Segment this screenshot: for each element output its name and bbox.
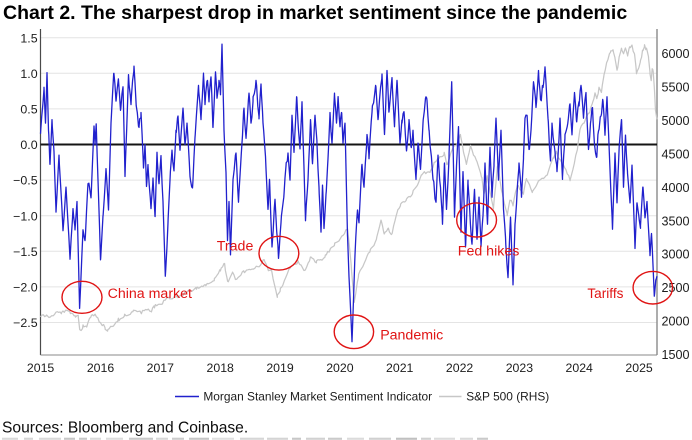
svg-text:2023: 2023 (506, 361, 534, 375)
svg-text:3000: 3000 (662, 248, 690, 262)
svg-text:2019: 2019 (266, 361, 294, 375)
svg-text:2018: 2018 (207, 361, 235, 375)
svg-text:Sources: Bloomberg and Coinbas: Sources: Bloomberg and Coinbase. (2, 420, 248, 437)
svg-text:Fed hikes: Fed hikes (458, 243, 520, 259)
svg-text:5500: 5500 (662, 81, 690, 95)
svg-text:Pandemic: Pandemic (380, 328, 443, 344)
svg-text:China market: China market (108, 286, 192, 302)
svg-text:Trade: Trade (217, 239, 254, 255)
svg-text:2021: 2021 (386, 361, 414, 375)
svg-text:2016: 2016 (87, 361, 115, 375)
svg-text:2022: 2022 (446, 361, 474, 375)
svg-text:5000: 5000 (662, 114, 690, 128)
svg-text:0.0: 0.0 (20, 138, 37, 152)
svg-text:0.5: 0.5 (20, 103, 37, 117)
svg-text:1.0: 1.0 (20, 67, 37, 81)
svg-text:−1.5: −1.5 (13, 245, 38, 259)
svg-text:Morgan Stanley Market Sentimen: Morgan Stanley Market Sentiment Indicato… (203, 390, 432, 404)
svg-text:S&P 500 (RHS): S&P 500 (RHS) (466, 390, 549, 404)
svg-text:2020: 2020 (326, 361, 354, 375)
svg-text:−2.5: −2.5 (13, 316, 38, 330)
svg-text:2017: 2017 (147, 361, 175, 375)
svg-text:−2.0: −2.0 (13, 281, 38, 295)
svg-text:1.5: 1.5 (20, 31, 37, 45)
svg-text:Chart 2. The sharpest drop in: Chart 2. The sharpest drop in market sen… (3, 2, 627, 24)
svg-text:3500: 3500 (662, 214, 690, 228)
svg-text:2025: 2025 (625, 361, 653, 375)
svg-text:6000: 6000 (662, 47, 690, 61)
svg-text:2500: 2500 (662, 281, 690, 295)
svg-text:−0.5: −0.5 (13, 174, 38, 188)
svg-text:Tariffs: Tariffs (587, 286, 623, 301)
svg-text:2000: 2000 (662, 315, 690, 329)
svg-text:4000: 4000 (662, 181, 690, 195)
svg-text:2024: 2024 (566, 361, 594, 375)
svg-text:2015: 2015 (27, 361, 55, 375)
svg-text:1500: 1500 (662, 348, 690, 362)
svg-text:−1.0: −1.0 (13, 209, 38, 223)
svg-text:4500: 4500 (662, 147, 690, 161)
